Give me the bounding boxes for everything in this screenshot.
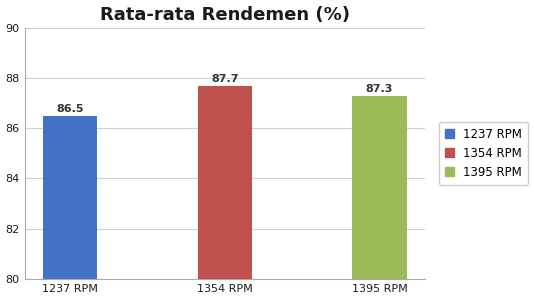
Legend: 1237 RPM, 1354 RPM, 1395 RPM: 1237 RPM, 1354 RPM, 1395 RPM bbox=[438, 122, 528, 185]
Bar bbox=[198, 85, 252, 300]
Text: 87.7: 87.7 bbox=[211, 74, 238, 84]
Bar bbox=[352, 96, 406, 300]
Text: 87.3: 87.3 bbox=[366, 84, 393, 94]
Title: Rata-rata Rendemen (%): Rata-rata Rendemen (%) bbox=[100, 6, 350, 24]
Text: 86.5: 86.5 bbox=[56, 104, 84, 115]
Bar bbox=[43, 116, 97, 300]
